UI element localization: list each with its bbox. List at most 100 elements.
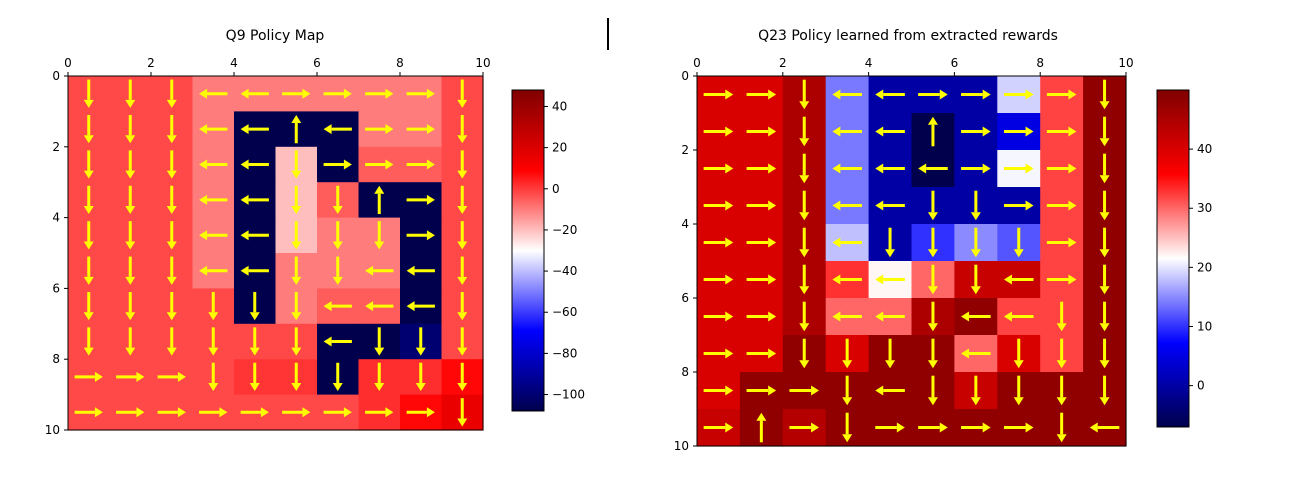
colorbar-tick-label: −40 xyxy=(552,264,577,278)
policy-arrow-down xyxy=(208,291,219,321)
policy-arrow-down xyxy=(1013,227,1024,258)
policy-arrow-up xyxy=(291,114,302,144)
policy-arrow-right xyxy=(1003,422,1034,433)
policy-arrow-right xyxy=(323,407,352,418)
policy-arrow-down xyxy=(927,301,938,332)
policy-arrow-right xyxy=(961,422,991,433)
policy-arrow-down xyxy=(125,114,136,144)
policy-arrow-right xyxy=(746,237,777,248)
colorbar-fill xyxy=(1156,89,1190,428)
policy-arrow-down xyxy=(415,362,426,392)
policy-arrow-right xyxy=(406,230,435,241)
policy-arrow-down xyxy=(457,185,468,215)
policy-arrow-down xyxy=(970,190,981,221)
colorbar-tick-label: 0 xyxy=(1197,379,1205,393)
policy-arrow-right xyxy=(74,407,103,418)
policy-arrow-right xyxy=(703,311,734,322)
policy-arrow-down xyxy=(457,256,468,285)
policy-arrow-right xyxy=(703,348,734,359)
policy-arrow-right xyxy=(1003,89,1034,100)
policy-arrow-down xyxy=(125,327,136,356)
policy-arrow-down xyxy=(970,227,981,258)
policy-arrow-down xyxy=(1099,153,1110,184)
x-tick-label: 8 xyxy=(396,56,404,70)
policy-arrow-right xyxy=(406,124,435,135)
colorbar-tick-label: −100 xyxy=(552,388,585,402)
y-tick-label: 8 xyxy=(52,352,60,366)
policy-arrows xyxy=(703,79,1120,443)
policy-arrow-left xyxy=(199,265,228,276)
policy-arrow-left xyxy=(199,194,228,205)
policy-arrow-down xyxy=(166,221,177,250)
x-tick-label: 0 xyxy=(693,56,701,70)
colorbar-tick-label: 30 xyxy=(1197,201,1212,215)
policy-arrow-up xyxy=(374,185,385,215)
policy-arrow-down xyxy=(1099,338,1110,369)
y-axis-ticks: 0 2 4 6 8 10 xyxy=(674,69,697,453)
policy-arrow-right xyxy=(406,407,435,418)
y-tick-label: 2 xyxy=(52,140,60,154)
policy-arrow-down xyxy=(927,190,938,221)
policy-arrow-down xyxy=(1099,79,1110,110)
policy-arrow-right xyxy=(703,163,734,174)
policy-arrow-right xyxy=(365,88,394,99)
policy-arrow-left xyxy=(961,311,991,322)
policy-arrow-right xyxy=(961,163,991,174)
policy-arrow-down xyxy=(125,221,136,250)
policy-arrow-right xyxy=(746,385,777,396)
policy-arrow-down xyxy=(970,375,981,406)
policy-arrow-left xyxy=(199,88,228,99)
policy-arrow-down xyxy=(457,221,468,250)
policy-arrow-right xyxy=(703,200,734,211)
policy-arrow-left xyxy=(1089,422,1120,433)
policy-arrow-left xyxy=(240,230,269,241)
policy-arrow-right xyxy=(1003,126,1034,137)
policy-arrows xyxy=(74,79,468,427)
policy-arrow-left xyxy=(832,126,862,137)
x-tick-label: 6 xyxy=(313,56,321,70)
policy-arrow-down xyxy=(332,256,343,285)
policy-arrow-down xyxy=(166,150,177,179)
policy-arrow-down xyxy=(125,256,136,285)
policy-arrow-left xyxy=(406,301,435,312)
policy-arrow-down xyxy=(83,291,94,321)
policy-arrow-left xyxy=(875,274,905,285)
y-tick-label: 0 xyxy=(52,69,60,83)
policy-arrow-left xyxy=(1003,274,1034,285)
policy-arrow-right xyxy=(199,407,228,418)
policy-arrow-right xyxy=(323,159,352,170)
policy-arrow-down xyxy=(799,116,810,147)
colorbar: 40 20 0 −20 −40 −60 −80 −100 xyxy=(511,89,585,412)
policy-arrow-right xyxy=(1046,200,1077,211)
policy-arrow-left xyxy=(240,88,269,99)
policy-arrow-down xyxy=(332,185,343,215)
policy-arrow-right xyxy=(703,89,734,100)
policy-arrow-down xyxy=(374,221,385,250)
policy-arrow-left xyxy=(875,311,905,322)
policy-arrow-left xyxy=(240,265,269,276)
policy-arrow-down xyxy=(1056,375,1067,406)
policy-arrow-right xyxy=(365,407,394,418)
policy-arrow-left xyxy=(832,311,862,322)
policy-arrow-left xyxy=(365,301,394,312)
policy-arrow-down xyxy=(125,185,136,215)
policy-arrow-down xyxy=(457,114,468,144)
policy-arrow-right xyxy=(1003,200,1034,211)
policy-arrow-right xyxy=(961,89,991,100)
colorbar-tick-label: 40 xyxy=(1197,142,1212,156)
policy-arrow-down xyxy=(374,362,385,392)
policy-arrow-right xyxy=(157,407,186,418)
policy-arrow-right xyxy=(74,371,103,382)
policy-arrow-down xyxy=(1056,338,1067,369)
policy-arrow-down xyxy=(291,150,302,179)
policy-arrow-left xyxy=(918,163,948,174)
policy-arrow-down xyxy=(1013,375,1024,406)
policy-arrow-down xyxy=(166,327,177,356)
policy-arrow-left xyxy=(832,89,862,100)
policy-arrow-down xyxy=(83,221,94,250)
colorbar-tick-label: 20 xyxy=(1197,260,1212,274)
colorbar-ticks: 40 20 0 −20 −40 −60 −80 −100 xyxy=(544,99,585,402)
y-tick-label: 6 xyxy=(52,281,60,295)
x-tick-label: 0 xyxy=(64,56,72,70)
policy-arrow-down xyxy=(927,227,938,258)
